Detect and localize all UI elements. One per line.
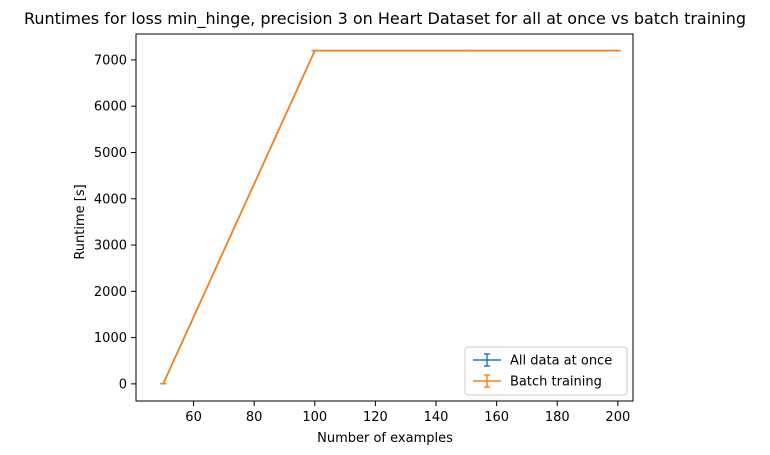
series-layer	[160, 49, 621, 385]
x-tick-label: 200	[605, 410, 630, 425]
series-line	[162, 49, 618, 384]
x-tick-label: 100	[302, 410, 327, 425]
legend-label: All data at once	[510, 354, 612, 369]
series-line	[162, 49, 618, 384]
x-tick-label: 60	[185, 410, 202, 425]
x-tick-label: 140	[424, 410, 449, 425]
legend-label: Batch training	[510, 375, 602, 390]
y-axis-label: Runtime [s]	[73, 184, 88, 259]
y-tick-label: 7000	[94, 53, 127, 68]
legend-box	[464, 346, 628, 396]
y-tick-label: 5000	[94, 146, 127, 161]
x-axis-label: Number of examples	[317, 431, 453, 446]
x-tick-label: 180	[545, 410, 570, 425]
plot-frame	[135, 33, 634, 402]
legend-item: Batch training	[473, 374, 602, 390]
y-axis: 0 1000 2000 3000 4000 5000 6000 7000	[94, 53, 136, 392]
legend: All data at once Batch training	[464, 346, 628, 396]
y-tick-label: 0	[119, 377, 127, 392]
plot-area	[135, 33, 634, 402]
y-tick-label: 4000	[94, 192, 127, 207]
y-tick-label: 1000	[94, 331, 127, 346]
x-axis: 60 80 100 120 140 160 180 200	[185, 401, 630, 425]
y-tick-label: 2000	[94, 285, 127, 300]
series-1	[160, 49, 621, 385]
series-0	[160, 49, 621, 385]
x-tick-label: 120	[363, 410, 388, 425]
y-tick-label: 6000	[94, 100, 127, 115]
x-tick-label: 80	[246, 410, 263, 425]
y-tick-label: 3000	[94, 239, 127, 254]
chart-title: Runtimes for loss min_hinge, precision 3…	[24, 9, 746, 29]
legend-item: All data at once	[473, 353, 612, 369]
x-tick-label: 160	[484, 410, 509, 425]
